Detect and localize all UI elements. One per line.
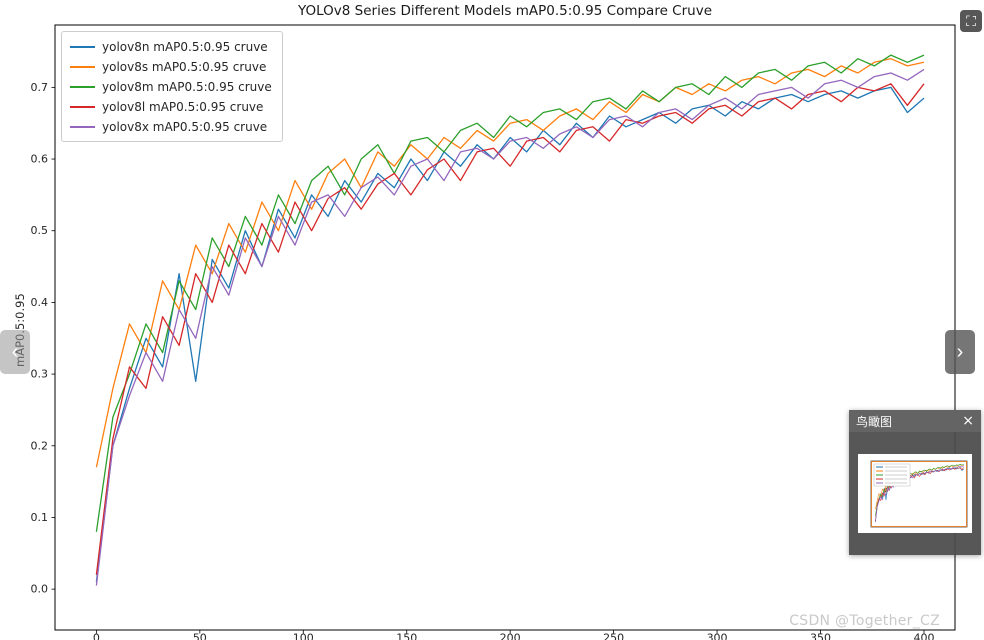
x-tick-label: 150 <box>396 632 417 640</box>
x-tick-label: 250 <box>603 632 624 640</box>
y-tick-label: 0.1 <box>31 511 49 524</box>
legend-swatch <box>70 125 95 128</box>
x-tick-label: 400 <box>913 632 934 640</box>
chevron-right-icon: › <box>956 341 964 363</box>
x-tick-label: 100 <box>293 632 314 640</box>
series-line <box>95 86 925 583</box>
series-line <box>95 83 925 575</box>
series-line <box>95 68 925 586</box>
legend-swatch <box>70 45 95 48</box>
legend-label: yolov8n mAP0.5:0.95 cruve <box>102 39 268 54</box>
legend-swatch <box>70 65 95 68</box>
legend-label: yolov8m mAP0.5:0.95 cruve <box>102 79 272 94</box>
legend-label: yolov8s mAP0.5:0.95 cruve <box>102 59 267 74</box>
close-icon[interactable]: × <box>962 413 974 429</box>
x-tick-label: 50 <box>193 632 207 640</box>
legend: yolov8n mAP0.5:0.95 cruve yolov8s mAP0.5… <box>61 31 283 142</box>
viewport-rect <box>871 461 967 527</box>
view-original-button[interactable]: ⛶ <box>960 10 982 32</box>
y-tick-label: 0.5 <box>31 224 49 237</box>
x-tick-label: 350 <box>810 632 831 640</box>
x-tick-label: 300 <box>707 632 728 640</box>
y-tick-label: 0.3 <box>31 368 49 381</box>
legend-swatch <box>70 85 95 88</box>
y-tick-label: 0.6 <box>31 153 49 166</box>
x-tick-label: 0 <box>93 632 100 640</box>
minimap-chart <box>870 460 968 528</box>
series-line <box>95 54 925 532</box>
minimap-title: 鸟瞰图 <box>856 414 893 429</box>
legend-label: yolov8l mAP0.5:0.95 cruve <box>102 99 264 114</box>
fullscreen-icon: ⛶ <box>966 13 976 29</box>
legend-swatch <box>70 105 95 108</box>
y-tick-label: 0.2 <box>31 439 49 452</box>
legend-label: yolov8x mAP0.5:0.95 cruve <box>102 119 268 134</box>
y-tick-label: 0.4 <box>31 296 49 309</box>
chevron-left-icon: ‹ <box>11 341 19 363</box>
prev-image-button[interactable]: ‹ <box>0 330 30 374</box>
chart-title: YOLOv8 Series Different Models mAP0.5:0.… <box>297 3 713 19</box>
minimap-header: 鸟瞰图 × <box>849 410 981 432</box>
next-image-button[interactable]: › <box>945 330 975 374</box>
y-tick-label: 0.0 <box>31 583 49 596</box>
y-tick-label: 0.7 <box>31 81 49 94</box>
legend-entry: yolov8x mAP0.5:0.95 cruve <box>70 118 272 135</box>
minimap-panel: 鸟瞰图 × <box>849 410 981 555</box>
series-line <box>875 465 964 523</box>
watermark: CSDN @Together_CZ <box>789 613 940 629</box>
minimap-body <box>849 432 981 555</box>
legend-entry: yolov8m mAP0.5:0.95 cruve <box>70 78 272 95</box>
legend-entry: yolov8l mAP0.5:0.95 cruve <box>70 98 272 115</box>
minimap-thumbnail[interactable] <box>858 454 972 533</box>
legend-entry: yolov8s mAP0.5:0.95 cruve <box>70 58 272 75</box>
x-tick-label: 200 <box>500 632 521 640</box>
legend-entry: yolov8n mAP0.5:0.95 cruve <box>70 38 272 55</box>
